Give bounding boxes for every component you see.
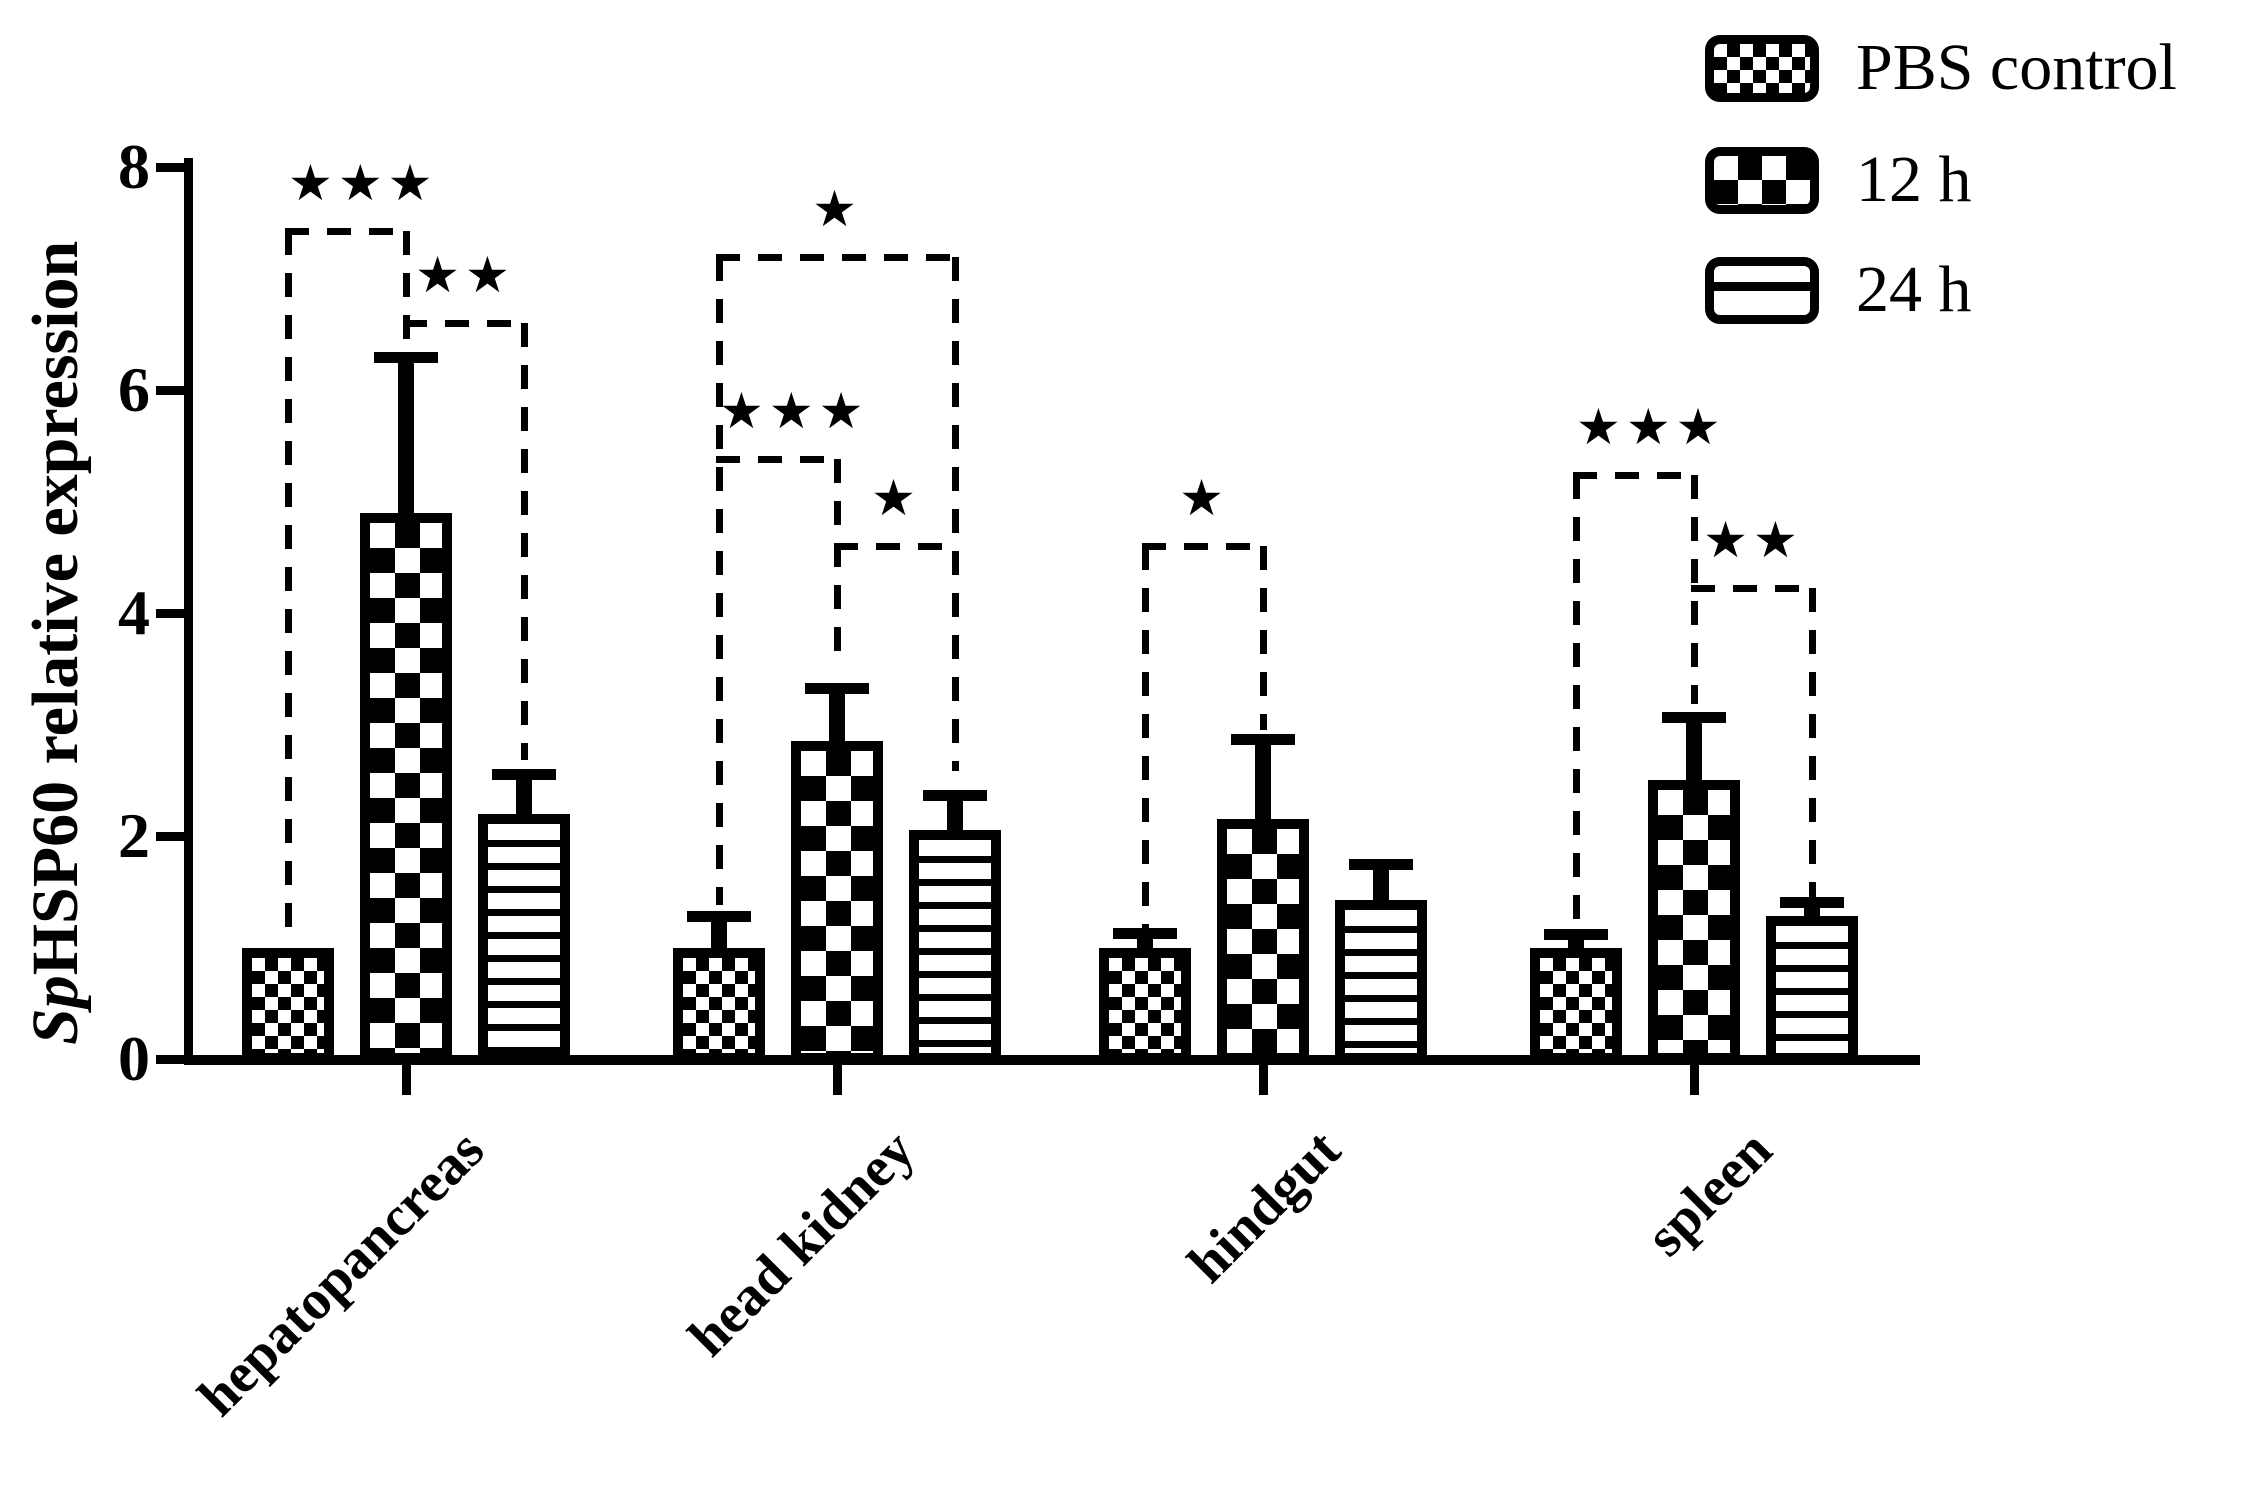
significance-bracket-line bbox=[834, 459, 841, 669]
bar-hepatopancreas-PBS-control bbox=[242, 947, 334, 1063]
y-tick bbox=[156, 163, 190, 172]
x-tick bbox=[1690, 1059, 1699, 1095]
error-bar-stem bbox=[711, 916, 727, 956]
significance-stars: ★★★ bbox=[288, 153, 438, 212]
significance-stars: ★★ bbox=[415, 246, 515, 305]
error-bar-stem bbox=[947, 794, 963, 839]
error-bar-cap bbox=[1544, 929, 1608, 941]
y-tick bbox=[156, 609, 190, 618]
significance-bracket-line bbox=[1260, 546, 1267, 731]
error-bar-cap bbox=[492, 768, 556, 780]
bar-hindgut-24-h bbox=[1335, 899, 1427, 1063]
x-tick bbox=[402, 1059, 411, 1095]
significance-stars: ★★ bbox=[1703, 511, 1803, 570]
bar-head-kidney-24-h bbox=[909, 830, 1001, 1063]
significance-stars: ★ bbox=[1179, 469, 1229, 528]
bar-hindgut-12-h bbox=[1217, 819, 1309, 1063]
bar-head-kidney-PBS-control bbox=[673, 947, 765, 1063]
significance-bracket-line bbox=[1809, 588, 1816, 898]
legend-swatch-pbs-control-icon bbox=[1705, 35, 1819, 102]
significance-bracket-line bbox=[403, 320, 528, 328]
legend-label-24h: 24 h bbox=[1856, 253, 1972, 326]
error-bar-cap bbox=[805, 682, 869, 694]
error-bar-stem bbox=[398, 356, 414, 521]
legend-label-pbs-control: PBS control bbox=[1856, 31, 2177, 104]
bar-spleen-PBS-control bbox=[1530, 947, 1622, 1063]
error-bar-stem bbox=[1686, 716, 1702, 789]
y-tick-label: 0 bbox=[118, 1023, 150, 1094]
significance-bracket-line bbox=[285, 227, 410, 235]
error-bar-cap bbox=[1113, 928, 1177, 939]
significance-bracket-line bbox=[716, 456, 841, 464]
y-tick bbox=[156, 832, 190, 841]
error-bar-cap bbox=[1349, 858, 1413, 870]
significance-stars: ★★★ bbox=[1576, 397, 1726, 456]
significance-bracket-line bbox=[403, 230, 410, 344]
y-tick bbox=[156, 386, 190, 395]
significance-stars: ★ bbox=[871, 469, 921, 528]
y-tick-label: 4 bbox=[118, 577, 150, 648]
error-bar-stem bbox=[516, 773, 532, 822]
error-bar-cap bbox=[1231, 733, 1295, 745]
significance-bracket-line bbox=[716, 254, 959, 262]
significance-bracket-line bbox=[1573, 474, 1580, 920]
error-bar-cap bbox=[923, 789, 987, 801]
y-tick bbox=[156, 1055, 190, 1064]
legend-swatch-12h-icon bbox=[1705, 147, 1819, 214]
significance-bracket-line bbox=[521, 323, 528, 761]
bar-spleen-12-h bbox=[1648, 780, 1740, 1063]
bar-spleen-24-h bbox=[1766, 916, 1858, 1063]
error-bar-stem bbox=[829, 687, 845, 750]
significance-bracket-line bbox=[716, 257, 723, 906]
legend-swatch-24h-icon bbox=[1705, 257, 1819, 324]
x-tick bbox=[833, 1059, 842, 1095]
y-tick-label: 8 bbox=[118, 131, 150, 202]
significance-bracket-line bbox=[834, 543, 959, 551]
significance-bracket-line bbox=[952, 257, 959, 772]
error-bar-stem bbox=[1373, 863, 1389, 908]
significance-bracket-line bbox=[1142, 543, 1267, 551]
x-axis-line bbox=[184, 1055, 1920, 1065]
legend-label-12h: 12 h bbox=[1856, 143, 1972, 216]
bar-head-kidney-12-h bbox=[791, 741, 883, 1063]
bar-hepatopancreas-12-h bbox=[360, 512, 452, 1063]
significance-bracket-line bbox=[285, 230, 292, 930]
significance-bracket-line bbox=[1142, 546, 1149, 929]
error-bar-cap bbox=[687, 911, 751, 923]
y-tick-label: 2 bbox=[118, 800, 150, 871]
error-bar-cap bbox=[374, 351, 438, 363]
y-tick-label: 6 bbox=[118, 354, 150, 425]
bar-hindgut-PBS-control bbox=[1099, 947, 1191, 1063]
significance-bracket-line bbox=[1573, 471, 1698, 479]
significance-bracket-line bbox=[1691, 585, 1816, 593]
x-tick bbox=[1259, 1059, 1268, 1095]
significance-stars: ★ bbox=[812, 180, 862, 239]
error-bar-cap bbox=[1780, 896, 1844, 908]
significance-stars: ★★★ bbox=[719, 382, 869, 441]
error-bar-cap bbox=[1662, 711, 1726, 723]
error-bar-stem bbox=[1255, 738, 1271, 828]
bar-hepatopancreas-24-h bbox=[478, 813, 570, 1063]
